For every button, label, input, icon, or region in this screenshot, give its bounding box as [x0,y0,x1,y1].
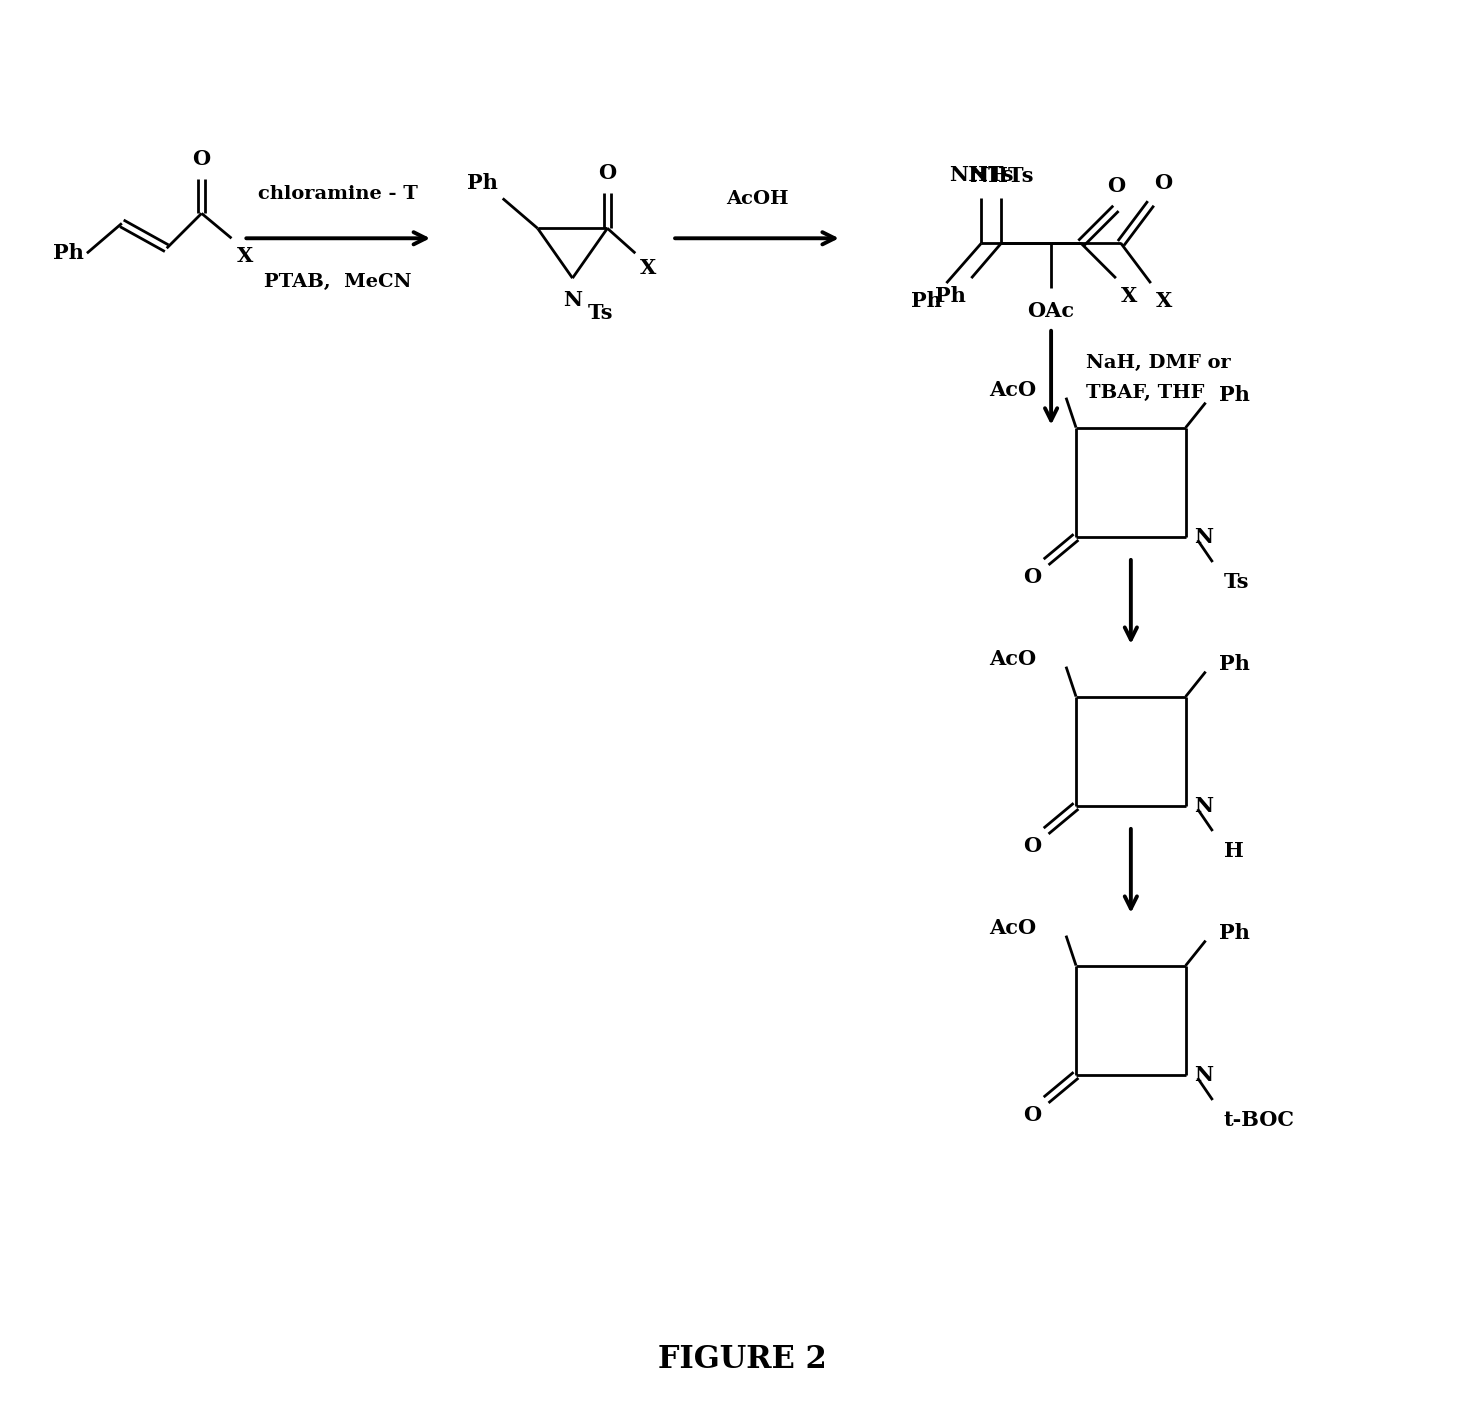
Text: N: N [562,290,582,309]
Text: Ph: Ph [911,291,941,311]
Text: Ph: Ph [935,285,966,307]
Text: O: O [193,148,211,168]
Text: NaH, DMF or: NaH, DMF or [1086,353,1230,372]
Text: Ph: Ph [1218,384,1250,404]
Text: Ts: Ts [588,302,613,324]
Text: Ph: Ph [1218,654,1250,674]
Text: X: X [236,246,252,266]
Text: X: X [1120,285,1137,307]
Text: chloramine - T: chloramine - T [258,185,418,203]
Text: AcO: AcO [988,917,1036,938]
Text: Ph: Ph [467,174,497,194]
Text: AcOH: AcOH [726,191,788,208]
Text: FIGURE 2: FIGURE 2 [657,1344,827,1375]
Text: OAc: OAc [1027,301,1074,321]
Text: Ph: Ph [53,243,85,263]
Text: O: O [1022,836,1042,856]
Text: O: O [598,164,616,184]
Text: N: N [1193,527,1212,547]
Text: AcO: AcO [988,649,1036,668]
Text: O: O [1022,1105,1042,1125]
Text: O: O [1107,177,1125,196]
Text: t-BOC: t-BOC [1224,1111,1294,1130]
Text: AcO: AcO [988,380,1036,400]
Text: PTAB,  MeCN: PTAB, MeCN [264,273,413,291]
Text: H: H [1224,841,1244,861]
Text: NHTs: NHTs [969,167,1033,187]
Text: Ts: Ts [1224,572,1250,592]
Text: N: N [1193,1065,1212,1085]
Text: O: O [1022,567,1042,586]
Text: N: N [1193,796,1212,817]
Text: O: O [1153,174,1172,194]
Text: X: X [1156,291,1172,311]
Text: TBAF, THF: TBAF, THF [1086,384,1205,401]
Text: Ph: Ph [1218,923,1250,942]
Text: NHTs: NHTs [950,165,1014,185]
Text: X: X [640,259,657,278]
